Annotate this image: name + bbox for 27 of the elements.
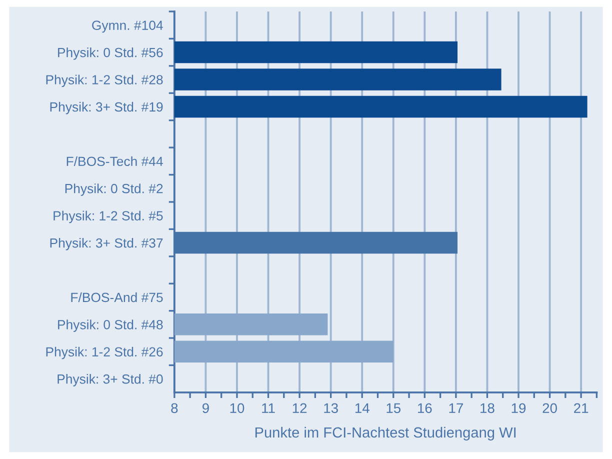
x-tick-label: 12	[292, 403, 307, 413]
y-tick-label: Physik: 0 Std. #2	[65, 184, 163, 196]
y-tick-label: Physik: 0 Std. #56	[58, 48, 163, 60]
y-tick-label: Physik: 0 Std. #48	[58, 320, 163, 332]
x-tick-label: 9	[202, 403, 209, 414]
x-tick-label: 16	[418, 403, 432, 414]
y-tick-label: F/BOS-And #75	[71, 292, 163, 302]
y-tick-label: Physik: 1-2 Std. #26	[46, 346, 163, 360]
x-tick-label: 11	[262, 403, 275, 413]
y-tick-label: F/BOS-Tech #44	[66, 156, 163, 166]
x-tick-label: 18	[480, 403, 494, 414]
y-tick-label: Physik: 3+ Std. #37	[50, 238, 163, 250]
x-tick-label: 19	[512, 403, 526, 414]
x-tick-label: 17	[449, 403, 463, 413]
x-tick-label: 8	[171, 403, 178, 414]
y-tick-label: Gymn. #104	[92, 20, 163, 33]
x-tick-label: 20	[542, 403, 557, 414]
x-tick-label: 14	[355, 403, 370, 413]
x-tick-label: 15	[386, 403, 401, 414]
y-tick-label: Physik: 1-2 Std. #5	[54, 210, 163, 224]
x-tick-label: 13	[324, 403, 338, 414]
x-axis-title: Punkte im FCI-Nachtest Studiengang WI	[255, 426, 516, 441]
y-tick-label: Physik: 3+ Std. #0	[58, 374, 163, 386]
x-tick-label: 21	[574, 403, 588, 413]
y-tick-label: Physik: 1-2 Std. #28	[46, 74, 163, 88]
x-tick-label: 10	[230, 403, 244, 414]
y-tick-label: Physik: 3+ Std. #19	[50, 102, 163, 114]
